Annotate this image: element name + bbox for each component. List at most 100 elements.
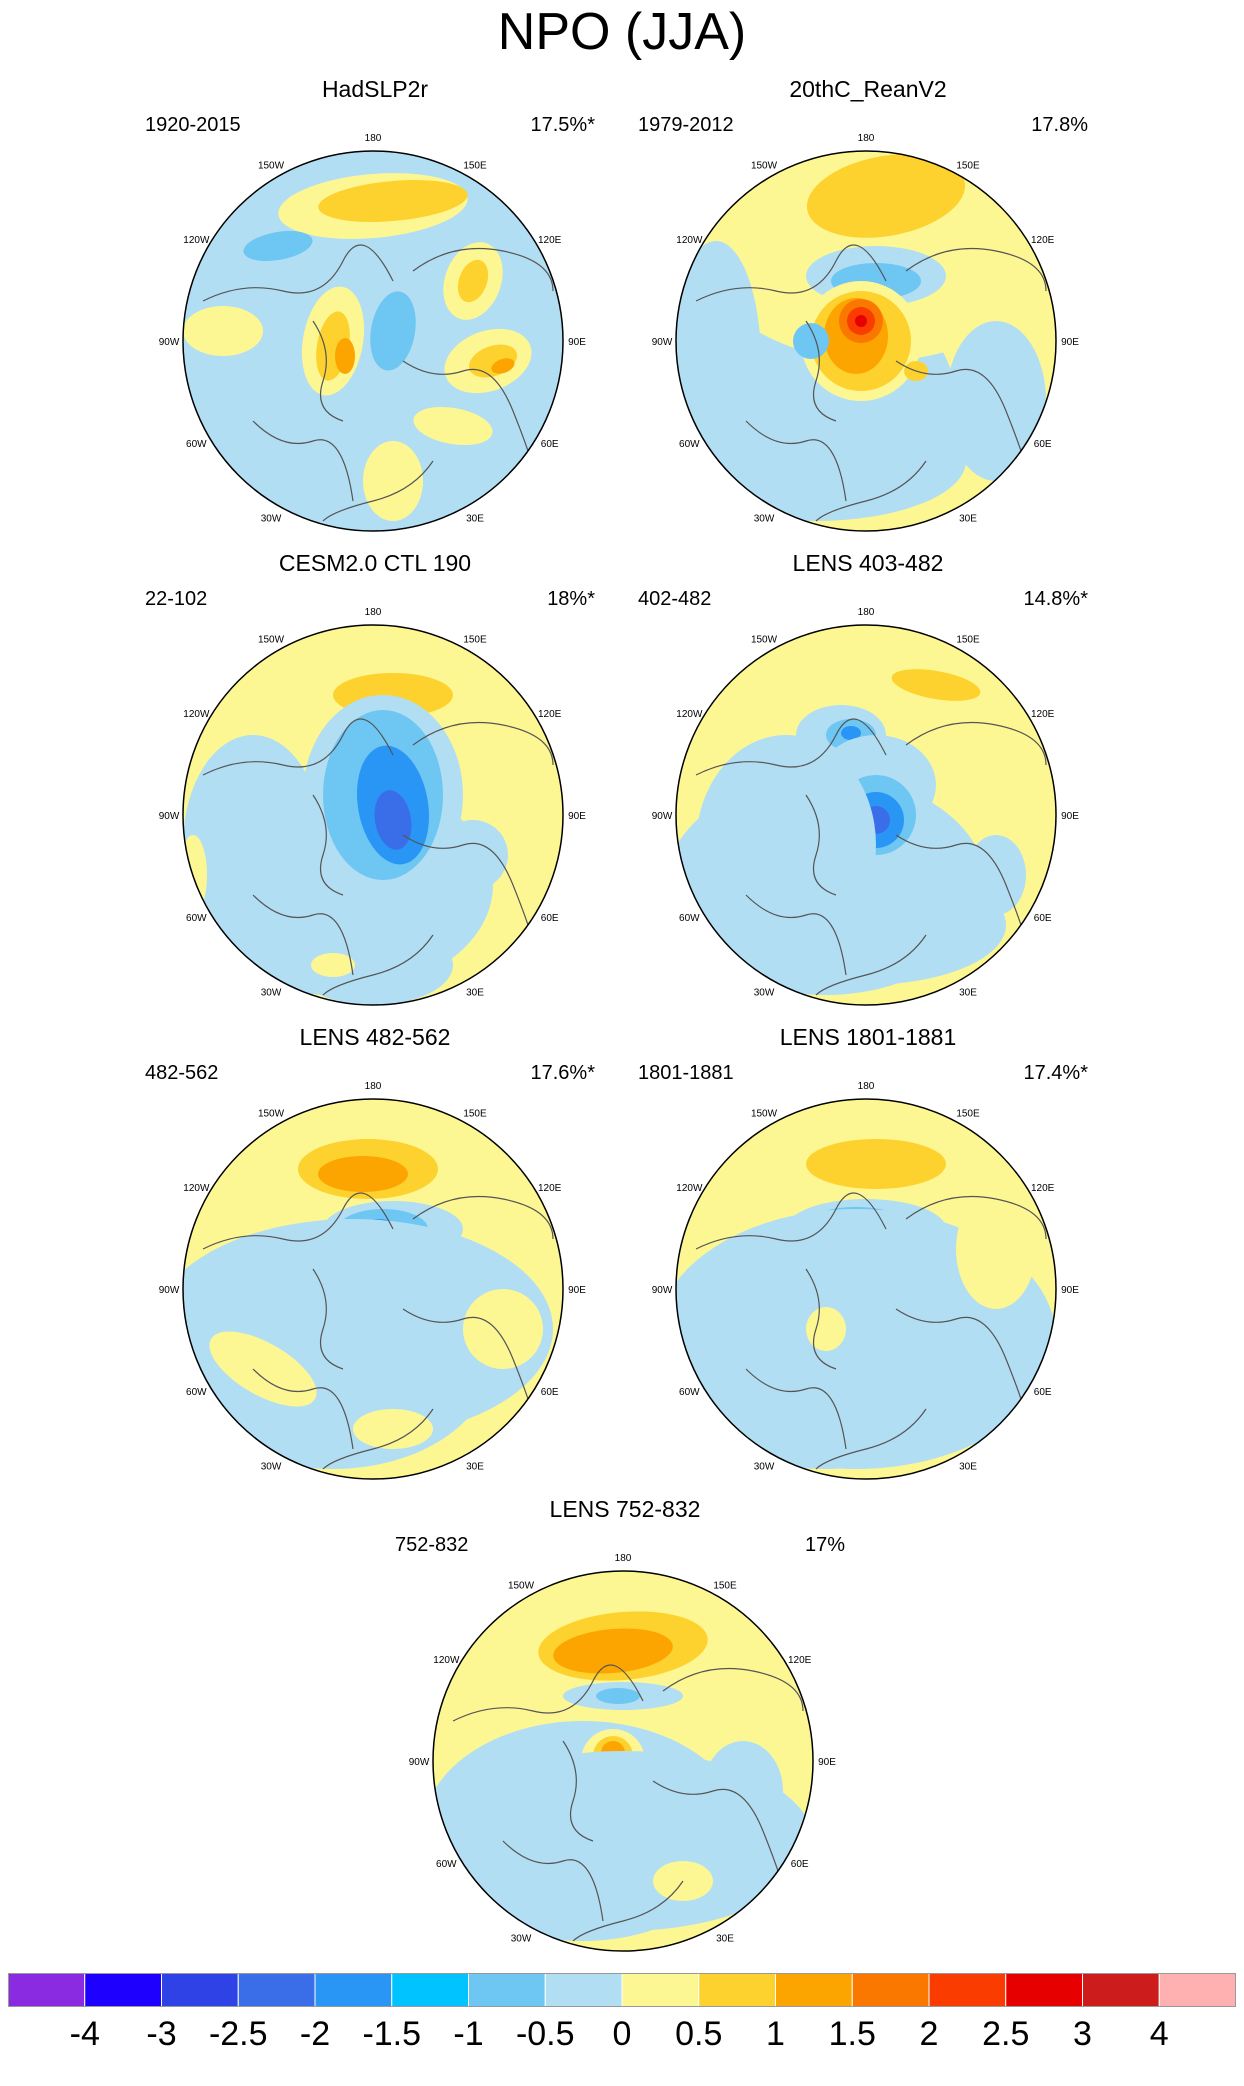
coastline: [402, 360, 534, 472]
longitude-label: 60W: [186, 439, 207, 450]
panel-period: 22-102: [145, 588, 208, 610]
panel-period: 482-562: [145, 1062, 219, 1084]
longitude-label: 150W: [258, 634, 285, 645]
colorbar-swatch: [468, 1973, 546, 2008]
longitude-label: 60W: [186, 913, 207, 924]
longitude-label: 120E: [538, 1183, 562, 1194]
longitude-label: 60E: [791, 1859, 809, 1870]
longitude-label: 120W: [676, 1183, 703, 1194]
colorbar-swatch: [8, 1973, 86, 2008]
longitude-label: 30W: [754, 1462, 775, 1473]
anomaly-field: [676, 1099, 1056, 1479]
colorbar-label: 0.5: [675, 2015, 722, 2053]
longitude-label: 120E: [788, 1655, 812, 1666]
coastline: [905, 1196, 1047, 1240]
longitude-label: 150W: [258, 160, 285, 171]
coastline: [452, 1664, 644, 1722]
longitude-label: 30E: [959, 1462, 977, 1473]
coastline: [662, 1668, 804, 1712]
polar-map: 180150E120E90E60E30E030W60W90W120W150W: [159, 133, 586, 532]
longitude-label: 90E: [568, 811, 586, 822]
longitude-label: 90W: [159, 337, 180, 348]
negative-anomaly: [841, 726, 861, 740]
positive-anomaly: [806, 1139, 946, 1189]
map-panel: LENS 403-482 402-482 14.8%* 180 150E 120E 9…: [638, 550, 1098, 1010]
positive-anomaly: [311, 953, 355, 977]
longitude-label: 90W: [159, 1285, 180, 1296]
positive-anomaly: [363, 441, 423, 521]
colorbar-swatch: [698, 1973, 776, 2008]
colorbar-outline: [8, 1973, 1236, 2007]
panel-variance: 18%*: [547, 588, 595, 610]
longitude-label: 150W: [751, 160, 778, 171]
colorbar-label: 4: [1150, 2015, 1169, 2053]
panel-title: LENS 752-832: [549, 1496, 701, 1522]
negative-anomaly: [243, 230, 313, 262]
longitude-label: 120E: [538, 235, 562, 246]
longitude-label: 60E: [541, 439, 559, 450]
colorbar-swatch: [621, 1973, 700, 2008]
longitude-label: 90W: [652, 1285, 673, 1296]
coastline: [252, 1368, 354, 1450]
colorbar-swatch: [391, 1973, 469, 2008]
longitude-label: 30E: [716, 1934, 734, 1945]
negative-anomaly: [726, 865, 1006, 985]
coastline: [805, 1268, 837, 1370]
coastline: [312, 1268, 344, 1370]
coastline: [805, 794, 837, 896]
longitude-label: 150E: [713, 1580, 737, 1591]
coastline: [322, 934, 434, 996]
coastline: [745, 1368, 847, 1450]
longitude-label: 60E: [1034, 1387, 1052, 1398]
colorbar-swatch: [1005, 1973, 1083, 2008]
coastline: [202, 1192, 394, 1250]
panel-title: LENS 403-482: [792, 550, 944, 576]
anomaly-field: [676, 625, 1056, 1005]
coastline: [745, 420, 847, 502]
positive-anomaly: [457, 259, 489, 303]
colorbar-label: 1.5: [829, 2015, 876, 2053]
longitude-label: 180: [615, 1553, 632, 1564]
coastline: [252, 894, 354, 976]
longitude-label: 60E: [1034, 913, 1052, 924]
coastline: [412, 1196, 554, 1240]
panel-period: 1920-2015: [145, 114, 241, 136]
polar-map: 180150E120E90E60E30E030W60W90W120W150W: [159, 1081, 586, 1480]
map-boundary: [675, 624, 1057, 1006]
coastline: [312, 794, 344, 896]
panel-title: CESM2.0 CTL 190: [278, 550, 472, 576]
coastline: [562, 1740, 594, 1842]
longitude-label: 150E: [956, 634, 980, 645]
longitude-label: 90W: [409, 1757, 430, 1768]
negative-anomaly: [946, 321, 1046, 481]
colorbar-label: -0.5: [516, 2015, 575, 2053]
longitude-label: 90E: [568, 337, 586, 348]
longitude-label: 150W: [751, 634, 778, 645]
longitude-label: 150E: [463, 1108, 487, 1119]
map-panel: HadSLP2r 1920-2015 17.5%* 180 150E 120E 90E…: [145, 76, 605, 536]
coastline: [322, 460, 434, 522]
positive-anomaly: [318, 1156, 408, 1192]
polar-map: 180150E120E90E60E30E030W60W90W120W150W: [652, 1081, 1079, 1480]
longitude-label: 180: [858, 607, 875, 618]
coastline: [322, 1408, 434, 1470]
panel-title: 20thC_ReanV2: [789, 76, 947, 102]
longitude-label: 150E: [956, 160, 980, 171]
longitude-label: 90E: [1061, 1285, 1079, 1296]
longitude-label: 120W: [183, 1183, 210, 1194]
negative-anomaly: [374, 790, 412, 850]
map-panel: LENS 1801-1881 1801-1881 17.4%* 180 150E 1…: [638, 1024, 1098, 1484]
longitude-label: 60W: [436, 1859, 457, 1870]
coastline: [402, 834, 534, 946]
longitude-label: 120W: [676, 235, 703, 246]
negative-anomaly: [370, 291, 416, 371]
longitude-label: 180: [365, 607, 382, 618]
colorbar-swatch: [1082, 1973, 1160, 2008]
negative-anomaly: [966, 835, 1026, 915]
coastline: [412, 248, 554, 292]
longitude-label: 120W: [183, 235, 210, 246]
colorbar-label: 1: [766, 2015, 785, 2053]
colorbar-label: 3: [1073, 2015, 1092, 2053]
colorbar: -4 -3 -2.5 -2 -1.5 -1 -0.5 0 0.5 1 1.5 2 2.5 3 4: [8, 1973, 1236, 2053]
longitude-label: 60E: [541, 1387, 559, 1398]
